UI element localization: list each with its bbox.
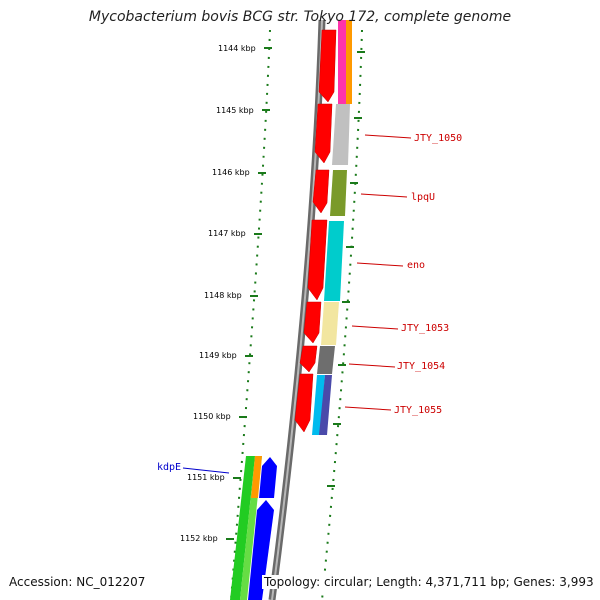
scale-label-1146: 1146 kbp	[212, 168, 250, 177]
gene-arrow-blue	[248, 500, 274, 600]
gene-arrow-1055	[294, 373, 314, 433]
gene-arrow-1053	[303, 301, 322, 344]
gene-label-jty1054: JTY_1054	[397, 361, 445, 372]
feature-block-navy	[319, 375, 332, 435]
feature-block-orange	[346, 20, 352, 104]
scale-label-1148: 1148 kbp	[204, 291, 242, 300]
gene-arrow-kdpE	[259, 457, 277, 498]
gene-arrow-1054	[299, 345, 318, 373]
feature-block-pink	[338, 20, 346, 104]
feature-block-gray	[317, 346, 335, 374]
scale-label-1144: 1144 kbp	[218, 44, 256, 53]
map-title: Mycobacterium bovis BCG str. Tokyo 172, …	[88, 9, 512, 25]
feature-block-silver	[332, 104, 350, 165]
lower-genes	[230, 456, 277, 600]
gene-label-jty1055: JTY_1055	[394, 405, 442, 416]
scale-ticks	[226, 47, 272, 540]
forward-genes	[294, 29, 337, 433]
gene-label-eno: eno	[407, 260, 425, 271]
scale-labels: 1144 kbp 1145 kbp 1146 kbp 1147 kbp 1148…	[180, 44, 256, 543]
gene-arrow-1051	[312, 169, 330, 214]
feature-block-olive	[330, 170, 347, 216]
gene-arrow-1050	[314, 103, 333, 164]
feature-block-teal	[324, 221, 344, 301]
gene-label-jty1053: JTY_1053	[401, 323, 449, 334]
outer-scale-ring	[321, 29, 363, 600]
feature-blocks	[312, 20, 352, 435]
gene-labels: JTY_1050 lpqU eno JTY_1053 JTY_1054 JTY_…	[157, 133, 462, 473]
gene-label-kdpe: kdpE	[157, 462, 181, 473]
outer-ticks	[327, 51, 365, 487]
feature-block-cream	[321, 302, 339, 345]
inner-scale-ring	[230, 29, 271, 600]
scale-label-1150: 1150 kbp	[193, 412, 231, 421]
gene-block-orange	[251, 456, 262, 498]
scale-label-1149: 1149 kbp	[199, 351, 237, 360]
accession-label: Accession: NC_012207	[9, 575, 146, 589]
gene-label-jty1050: JTY_1050	[414, 133, 462, 144]
gene-arrow-1049	[318, 29, 337, 103]
gene-label-lpqu: lpqU	[411, 192, 435, 203]
gene-leader-lines	[182, 134, 412, 474]
topology-label: Topology: circular; Length: 4,371,711 bp…	[262, 575, 598, 589]
feature-block-cyan	[312, 375, 325, 435]
scale-label-1152: 1152 kbp	[180, 534, 218, 543]
scale-label-1147: 1147 kbp	[208, 229, 246, 238]
scale-label-1145: 1145 kbp	[216, 106, 254, 115]
gene-arrow-green	[230, 456, 255, 600]
scale-label-1151: 1151 kbp	[187, 473, 225, 482]
backbone	[268, 19, 326, 600]
gene-arrow-1052	[307, 219, 328, 301]
